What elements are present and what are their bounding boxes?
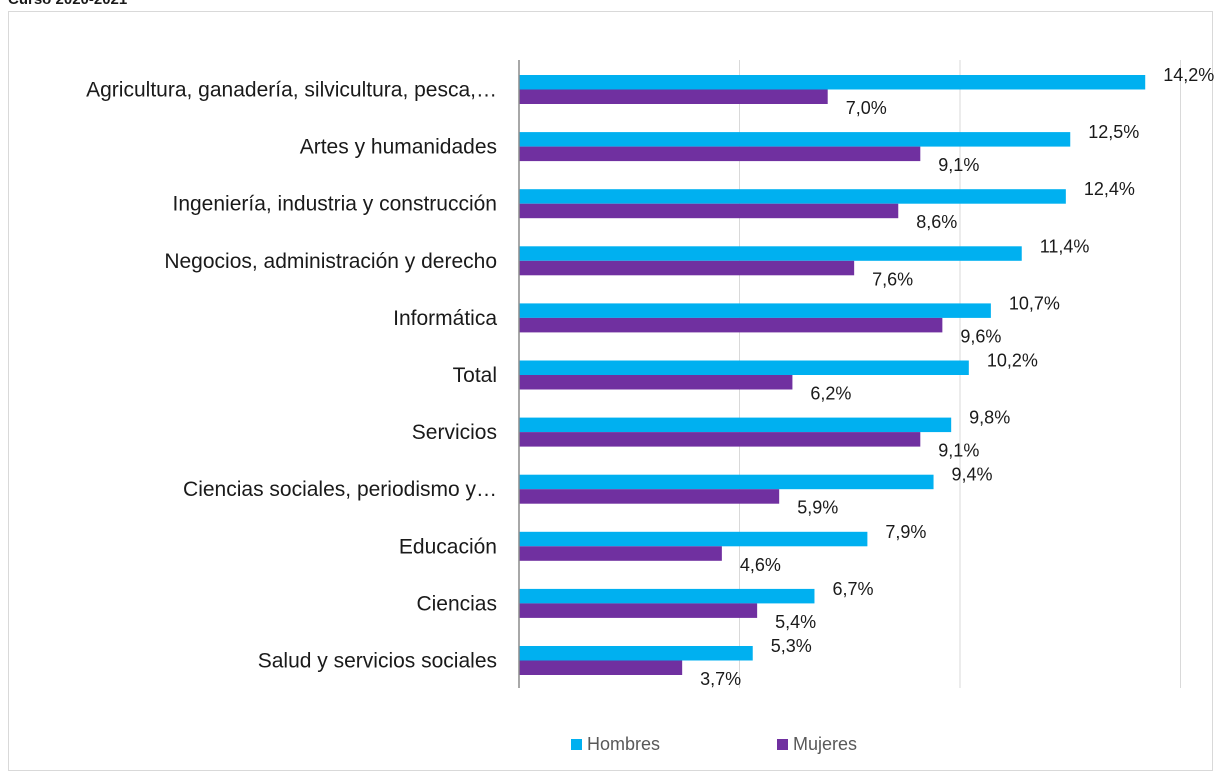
category-label: Ingeniería, industria y construcción [172,193,497,216]
data-label: 6,7% [832,579,873,599]
hombres-bar [519,189,1066,204]
data-label: 7,9% [885,522,926,542]
category-label: Ciencias sociales, periodismo y… [183,478,497,501]
hombres-bar [519,474,934,490]
hombres-bar [519,132,1071,147]
mujeres-bar [519,203,899,219]
data-label: 9,6% [960,326,1001,346]
data-label: 8,6% [916,212,957,232]
mujeres-bar [519,546,722,561]
legend-label: Mujeres [793,734,857,754]
hombres-bar [519,75,1146,90]
hombres-bar [519,417,952,433]
data-label: 5,9% [797,498,838,518]
data-label: 10,2% [987,351,1038,371]
category-label: Artes y humanidades [300,136,497,159]
legend-label: Hombres [587,734,660,754]
data-label: 9,1% [938,155,979,175]
category-label: Ciencias [416,592,497,615]
mujeres-bar [519,146,921,162]
data-label: 4,6% [740,555,781,575]
mujeres-bar [519,317,943,333]
mujeres-bar [519,432,921,447]
data-label: 5,4% [775,612,816,632]
data-label: 11,4% [1040,236,1090,256]
data-label: 5,3% [771,636,812,656]
category-label: Salud y servicios sociales [258,650,497,673]
mujeres-bar [519,603,758,618]
data-label: 12,4% [1084,179,1135,199]
category-label: Total [453,364,497,387]
data-label: 9,8% [969,408,1010,428]
data-label: 12,5% [1088,122,1139,142]
data-label: 10,7% [1009,293,1060,313]
legend-swatch [777,739,788,750]
data-label: 7,0% [846,98,887,118]
mujeres-bar [519,660,683,675]
data-label: 6,2% [810,384,851,404]
legend-swatch [571,739,582,750]
data-label: 9,4% [952,465,993,485]
data-label: 3,7% [700,669,741,689]
mujeres-bar [519,489,780,504]
data-label: 14,2% [1163,65,1214,85]
chart-caption: Curso 2020-2021 [8,0,127,8]
hombres-bar [519,531,868,547]
hombres-bar [519,646,753,661]
bar-chart: Agricultura, ganadería, silvicultura, pe… [86,60,1214,754]
category-label: Educación [399,535,497,558]
category-label: Servicios [412,421,497,444]
category-label: Negocios, administración y derecho [164,250,497,273]
mujeres-bar [519,89,828,104]
hombres-bar [519,588,815,604]
hombres-bar [519,246,1022,261]
data-label: 9,1% [938,441,979,461]
hombres-bar [519,303,991,318]
mujeres-bar [519,375,793,390]
category-label: Informática [393,307,497,330]
hombres-bar [519,360,969,375]
data-label: 7,6% [872,269,913,289]
chart-frame: Agricultura, ganadería, silvicultura, pe… [8,11,1214,771]
category-label: Agricultura, ganadería, silvicultura, pe… [86,79,497,102]
mujeres-bar [519,260,855,276]
